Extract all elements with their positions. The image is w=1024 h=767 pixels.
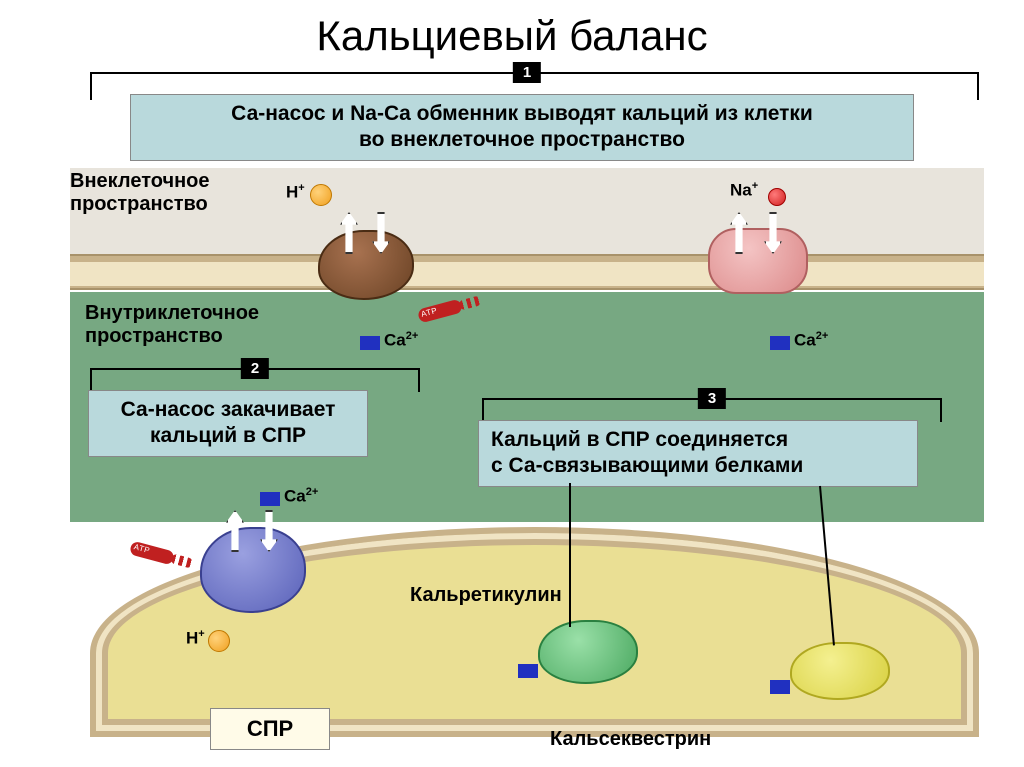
ca-ion-icon — [770, 680, 790, 694]
label-ca-1: Ca2+ — [384, 330, 418, 351]
calreticulin-protein — [538, 620, 638, 684]
h-ion — [310, 184, 332, 206]
slide-title: Кальциевый баланс — [0, 0, 1024, 68]
ca-ion-icon — [360, 336, 380, 350]
ca-pump — [318, 230, 414, 300]
badge-2: 2 — [241, 358, 269, 379]
spr-ca-pump — [200, 527, 306, 613]
ca-ion-icon — [770, 336, 790, 350]
badge-3: 3 — [698, 388, 726, 409]
ca-ion-icon — [260, 492, 280, 506]
label-h-2: H+ — [186, 628, 205, 649]
label-h: H+ — [286, 182, 305, 203]
caption-ca-binding: Кальций в СПР соединяется с Са-связывающ… — [478, 420, 918, 487]
leader-line — [569, 483, 571, 627]
label-calsequestrin: Кальсеквестрин — [550, 728, 711, 751]
atp-icon — [129, 541, 175, 566]
label-ca-2: Ca2+ — [794, 330, 828, 351]
diagram: 1 Са-насос и Na-Ca обменник выводят каль… — [70, 72, 984, 757]
label-spr: СПР — [210, 708, 330, 750]
h-ion — [208, 630, 230, 652]
badge-1: 1 — [513, 62, 541, 83]
label-na: Na+ — [730, 180, 758, 201]
label-ca-3: Ca2+ — [284, 486, 318, 507]
na-ca-exchanger — [708, 228, 808, 294]
caption-ca-pump-spr: Са-насос закачивает кальций в СПР — [88, 390, 368, 457]
na-ion — [768, 188, 786, 206]
calsequestrin-protein — [790, 642, 890, 700]
label-intracellular: Внутриклеточное пространство — [85, 302, 259, 348]
plasma-membrane — [70, 254, 984, 290]
label-calreticulin: Кальретикулин — [410, 584, 562, 607]
label-extracellular: Внеклеточное пространство — [70, 170, 209, 216]
caption-pump-exchanger: Са-насос и Na-Ca обменник выводят кальци… — [130, 94, 914, 161]
ca-ion-icon — [518, 664, 538, 678]
